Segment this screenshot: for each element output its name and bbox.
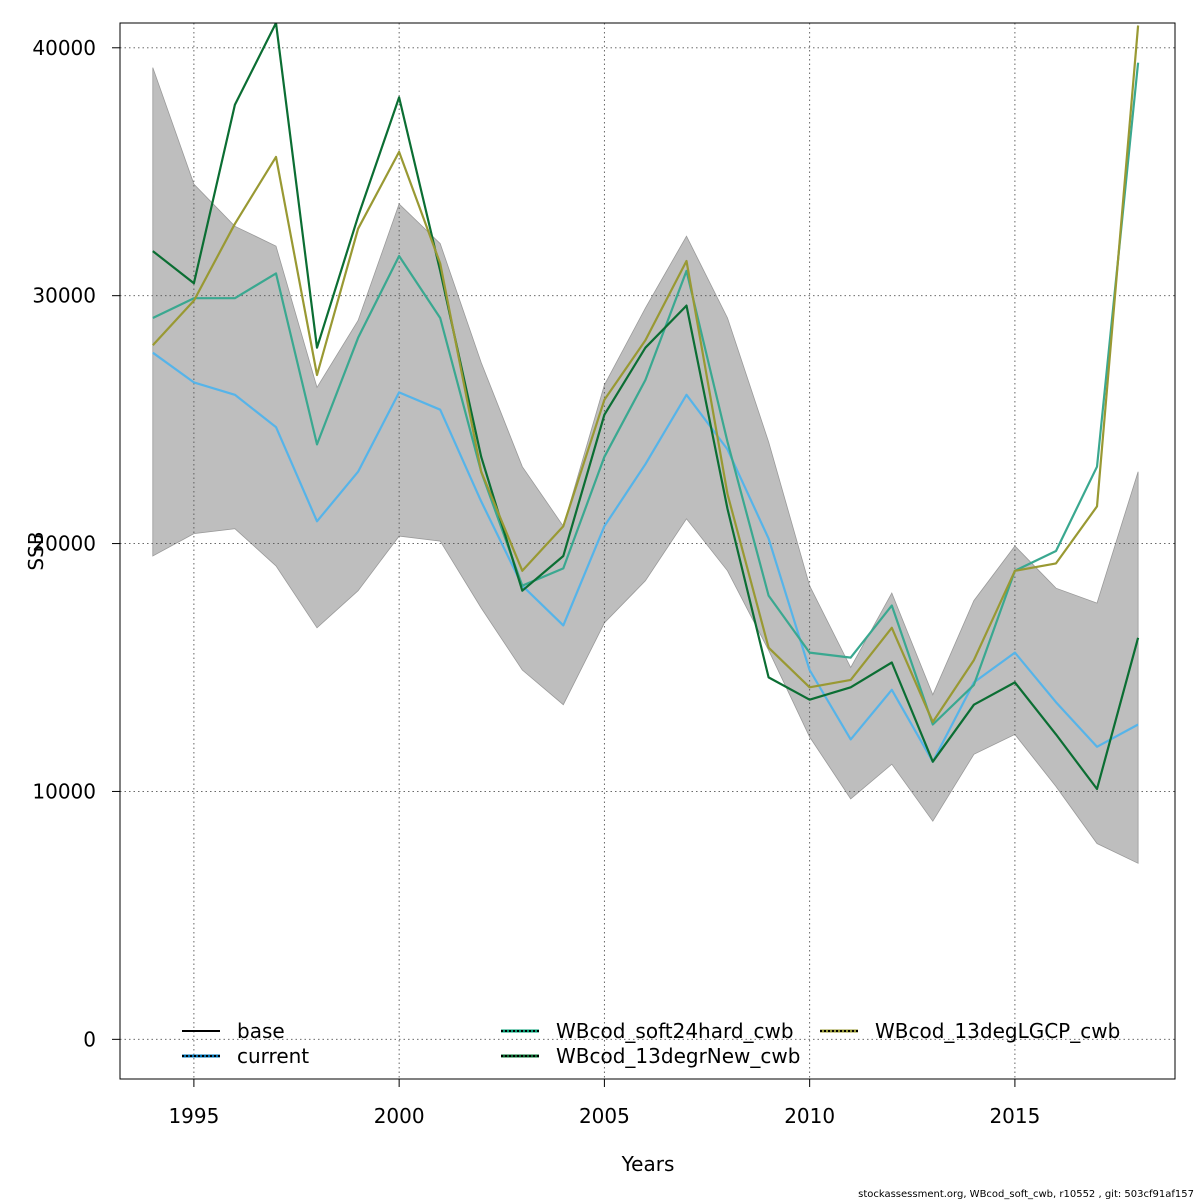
- series-line-WBcod_13degrNew_cwb: [152, 23, 1140, 791]
- x-tick-label: 1995: [168, 1104, 219, 1128]
- x-axis-title: Years: [621, 1152, 675, 1176]
- series-line-WBcod_soft24hard_cwb: [152, 62, 1140, 726]
- grid-layer: [120, 23, 1175, 1079]
- legend-item: WBcod_soft24hard_cwb: [501, 1019, 794, 1043]
- y-tick-label: 20000: [32, 532, 96, 556]
- legend-label: WBcod_soft24hard_cwb: [556, 1019, 794, 1043]
- legend-item: WBcod_13degLGCP_cwb: [820, 1019, 1120, 1043]
- legend: basecurrentWBcod_soft24hard_cwbWBcod_13d…: [182, 1019, 1120, 1068]
- legend-item: current: [182, 1044, 309, 1068]
- legend-label: WBcod_13degrNew_cwb: [556, 1044, 800, 1068]
- legend-label: WBcod_13degLGCP_cwb: [875, 1019, 1120, 1043]
- series-line-WBcod_13degLGCP_cwb: [151, 25, 1140, 724]
- legend-item: base: [182, 1019, 285, 1043]
- footnote: stockassessment.org, WBcod_soft_cwb, r10…: [858, 1189, 1194, 1200]
- x-tick-label: 2010: [784, 1104, 835, 1128]
- x-tick-label: 2015: [989, 1104, 1040, 1128]
- plot-frame: [119, 22, 1176, 1080]
- axis-layer: 1995 2000 2005 2010 2015 0 10000 20000 30000 4000…: [32, 36, 1040, 1128]
- y-tick-label: 40000: [32, 36, 96, 60]
- y-tick-label: 30000: [32, 284, 96, 308]
- x-tick-label: 2000: [374, 1104, 425, 1128]
- y-tick-label: 10000: [32, 779, 96, 803]
- y-tick-label: 0: [83, 1027, 96, 1051]
- series-layer: [151, 23, 1140, 791]
- legend-label: current: [237, 1044, 309, 1068]
- legend-label: base: [237, 1019, 285, 1043]
- y-axis-title: SSB: [24, 531, 48, 570]
- legend-item: WBcod_13degrNew_cwb: [501, 1044, 800, 1068]
- x-tick-label: 2005: [579, 1104, 630, 1128]
